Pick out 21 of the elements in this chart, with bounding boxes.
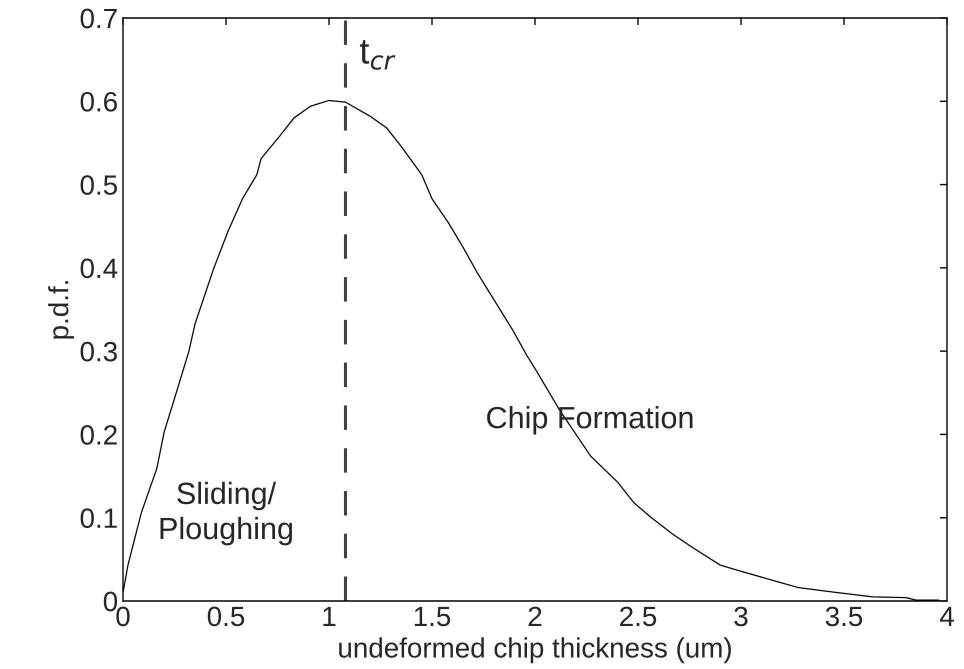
- x-tick-label: 3.5: [826, 606, 862, 626]
- x-tick-label: 0: [116, 606, 130, 626]
- y-tick-label: 0.4: [80, 258, 118, 278]
- x-tick-label: 3: [734, 606, 748, 626]
- y-tick-label: 0.7: [80, 8, 117, 28]
- annotation: Sliding/ Ploughing: [160, 482, 292, 546]
- x-tick-label: 2: [528, 606, 542, 626]
- y-tick-label: 0.2: [80, 425, 117, 445]
- x-tick-label: 0.5: [208, 606, 244, 626]
- x-tick-label: 1.5: [414, 606, 450, 626]
- x-tick-label: 4: [940, 606, 954, 626]
- y-tick-label: 0.1: [80, 508, 117, 528]
- y-tick-label: 0.5: [80, 175, 117, 195]
- ref-line-label: t$_{cr}$: [360, 40, 396, 70]
- y-tick-label: 0.6: [80, 92, 117, 112]
- x-tick-label: 1: [323, 606, 336, 626]
- x-tick-label: 2.5: [620, 606, 656, 626]
- y-axis-title: p.d.f.: [48, 281, 74, 339]
- y-tick-label: 0: [104, 592, 118, 612]
- y-tick-label: 0.3: [80, 342, 117, 362]
- x-axis-title: undeformed chip thickness (um): [339, 637, 731, 664]
